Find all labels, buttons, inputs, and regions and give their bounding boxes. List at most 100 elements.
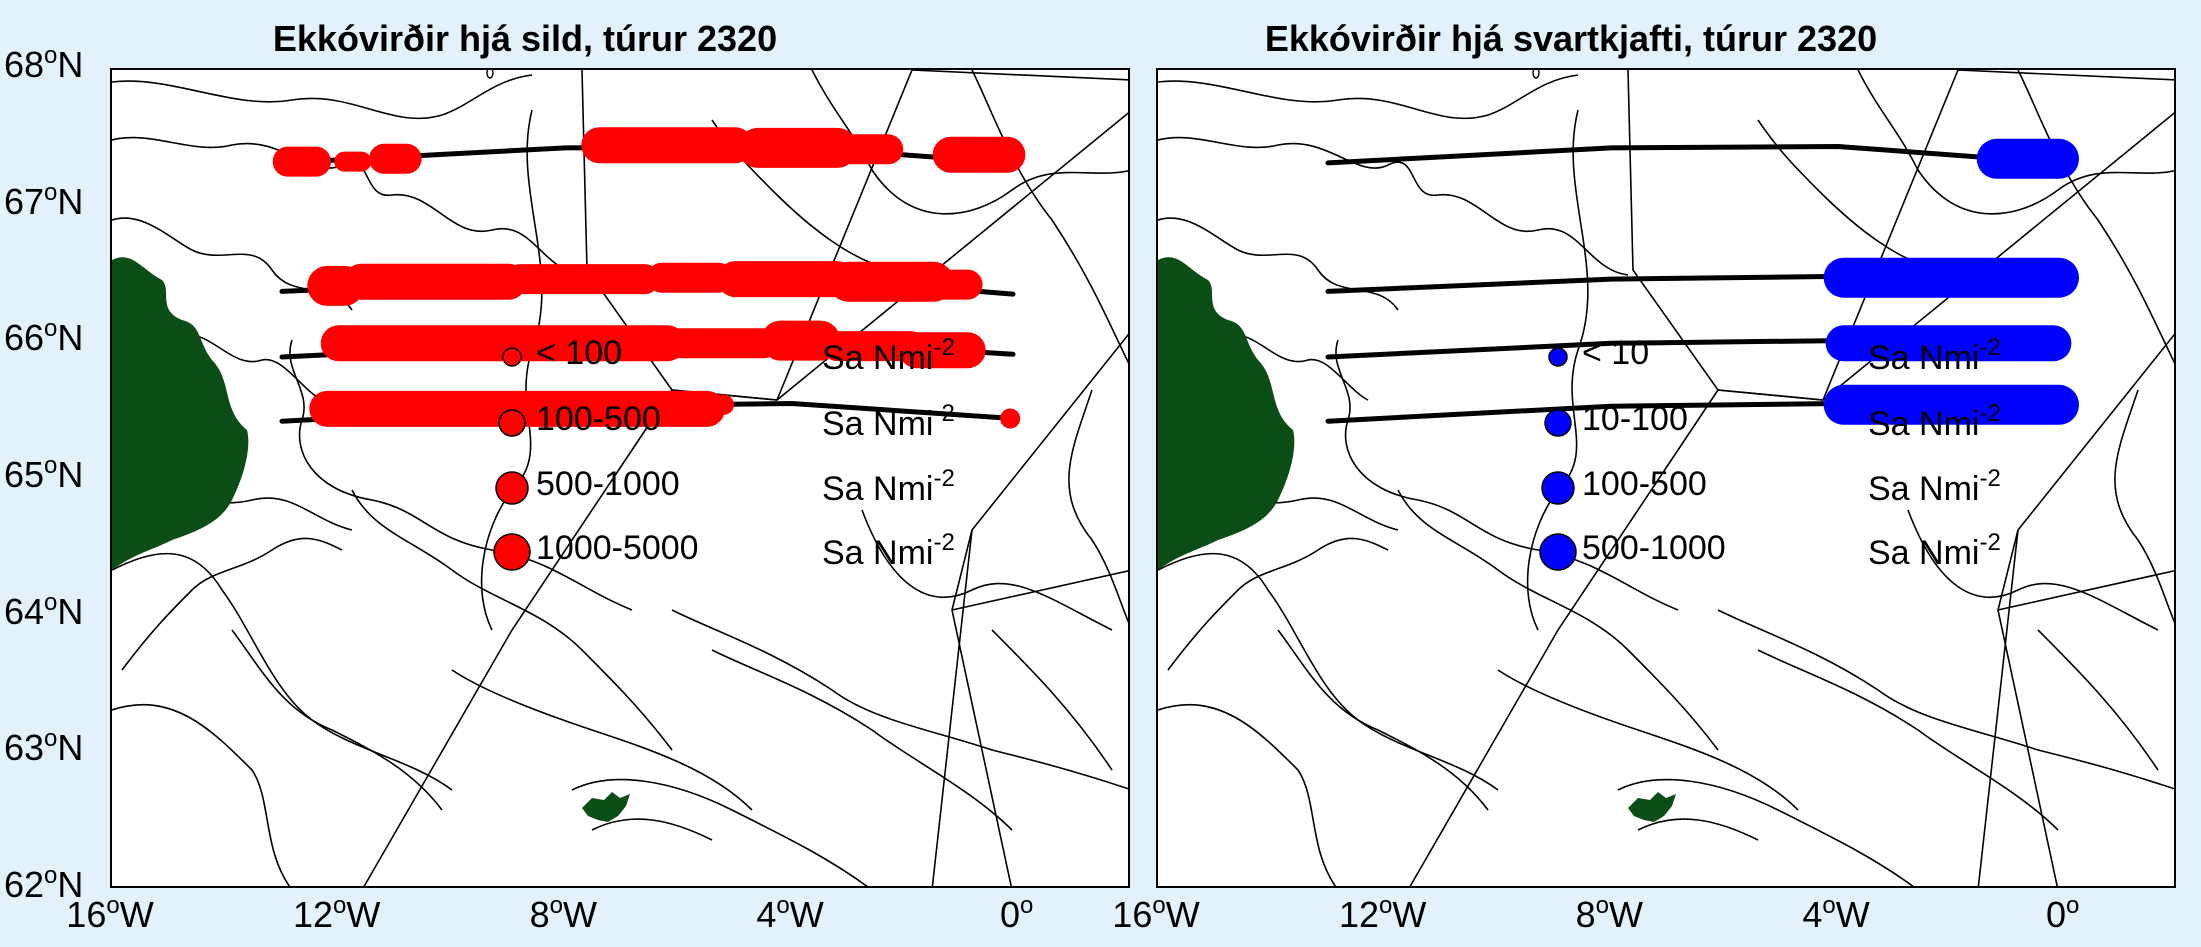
depth-contour bbox=[1757, 119, 1939, 271]
depth-contour bbox=[1158, 552, 1499, 791]
legend-marker bbox=[498, 409, 526, 437]
legend-marker bbox=[493, 533, 531, 571]
legend-marker bbox=[1544, 409, 1572, 437]
depth-contour bbox=[1167, 537, 1389, 671]
echo-segment bbox=[932, 136, 1026, 173]
legend-label: 500-1000 bbox=[1582, 529, 1726, 567]
depth-contour bbox=[711, 649, 1013, 831]
depth-contour bbox=[1158, 74, 1579, 120]
echo-segment bbox=[1000, 408, 1021, 429]
depth-contour bbox=[1277, 629, 1489, 811]
depth-contour bbox=[1397, 489, 1719, 751]
echo-segment bbox=[343, 263, 527, 300]
depth-contour bbox=[861, 509, 1113, 631]
lon-tick-label: 12oW bbox=[292, 892, 381, 936]
legend-unit: Sa Nmi-2 bbox=[1868, 400, 2001, 444]
lon-tick-label: 0o bbox=[999, 892, 1034, 936]
lat-tick-label: 65oN bbox=[4, 452, 84, 496]
lon-tick-label: 8oW bbox=[1575, 892, 1644, 936]
lon-tick-label: 0o bbox=[2045, 892, 2080, 936]
depth-contour bbox=[231, 629, 443, 811]
echo-segment bbox=[691, 394, 734, 415]
depth-contours bbox=[112, 70, 1128, 886]
iceland-coast bbox=[112, 257, 249, 570]
lat-tick-label: 63oN bbox=[4, 725, 84, 769]
echo-segment bbox=[663, 328, 779, 359]
legend-label: 500-1000 bbox=[536, 465, 680, 503]
legend-unit: Sa Nmi-2 bbox=[822, 465, 955, 509]
depth-contour bbox=[451, 669, 753, 811]
map-canvas bbox=[1158, 70, 2174, 886]
depth-contour bbox=[2017, 70, 2174, 364]
eez-line bbox=[1627, 70, 1824, 401]
depth-contour bbox=[571, 778, 868, 886]
depth-contour bbox=[1497, 669, 1799, 811]
panel-title: Ekkóvirðir hjá sild, túrur 2320 bbox=[272, 18, 778, 59]
map-area bbox=[110, 68, 1130, 888]
echo-segment bbox=[334, 151, 372, 172]
map-canvas bbox=[112, 70, 1128, 886]
legend-marker bbox=[1548, 347, 1568, 367]
echo-segment bbox=[1976, 138, 2079, 179]
jan-mayen bbox=[1532, 70, 1540, 79]
depth-contour bbox=[112, 136, 583, 276]
lon-tick-label: 4oW bbox=[756, 892, 824, 936]
depth-contour bbox=[1907, 509, 2159, 631]
echo-segment bbox=[738, 127, 858, 168]
eez-line bbox=[951, 570, 1128, 611]
depth-contour bbox=[971, 70, 1128, 364]
legend-unit: Sa Nmi-2 bbox=[1868, 334, 2001, 378]
echo-segment bbox=[1823, 257, 2079, 298]
eez-line bbox=[1409, 389, 1719, 886]
depth-contour bbox=[121, 537, 343, 671]
eez-line bbox=[1977, 529, 2019, 886]
eez-line bbox=[951, 333, 1128, 886]
echo-markers bbox=[272, 127, 1026, 429]
echo-segment bbox=[369, 143, 422, 174]
lat-tick-label: 62oN bbox=[4, 862, 84, 906]
echo-segment bbox=[1825, 325, 2072, 362]
depth-contour bbox=[112, 74, 533, 120]
legend-unit: Sa Nmi-2 bbox=[1868, 465, 2001, 509]
legend-label: 100-500 bbox=[1582, 465, 1707, 503]
legend-label: < 100 bbox=[536, 334, 623, 372]
depth-contour bbox=[2037, 629, 2159, 771]
depth-contour bbox=[1617, 778, 1914, 886]
lat-tick-label: 66oN bbox=[4, 315, 84, 359]
panel-title: Ekkóvirðir hjá svartkjafti, túrur 2320 bbox=[1264, 18, 1878, 59]
depth-contour bbox=[1158, 136, 1629, 276]
depth-contour bbox=[351, 489, 673, 751]
legend-marker bbox=[495, 471, 529, 505]
legend-label: 100-500 bbox=[536, 400, 661, 438]
lon-tick-label: 4oW bbox=[1802, 892, 1870, 936]
depth-contour bbox=[1757, 649, 2059, 831]
legend-marker bbox=[502, 347, 522, 367]
depth-contour bbox=[991, 629, 1113, 771]
eez-line bbox=[363, 389, 673, 886]
legend-marker bbox=[1541, 471, 1575, 505]
lon-tick-label: 12oW bbox=[1338, 892, 1427, 936]
eez-lines bbox=[363, 70, 1128, 886]
echo-segment bbox=[581, 127, 754, 164]
echo-segment bbox=[646, 262, 734, 293]
iceland-coast bbox=[1158, 257, 1295, 570]
echo-segment bbox=[272, 146, 331, 177]
depth-contour bbox=[1068, 389, 1128, 624]
depth-contour bbox=[112, 552, 453, 791]
lat-tick-label: 68oN bbox=[4, 42, 84, 86]
legend-label: 1000-5000 bbox=[536, 529, 699, 567]
lat-tick-label: 64oN bbox=[4, 588, 84, 632]
depth-contour bbox=[811, 70, 1128, 215]
depth-contour bbox=[1717, 609, 2174, 790]
legend-markers bbox=[1539, 347, 1577, 571]
legend-label: 10-100 bbox=[1582, 400, 1688, 438]
legend-marker bbox=[1539, 533, 1577, 571]
echo-segment bbox=[828, 261, 954, 302]
eez-line bbox=[1997, 333, 2174, 886]
echo-segment bbox=[320, 325, 686, 362]
echo-segment bbox=[898, 332, 986, 369]
echo-segment bbox=[924, 269, 983, 300]
echo-segment bbox=[505, 264, 660, 295]
lon-tick-label: 16oW bbox=[1112, 892, 1200, 936]
